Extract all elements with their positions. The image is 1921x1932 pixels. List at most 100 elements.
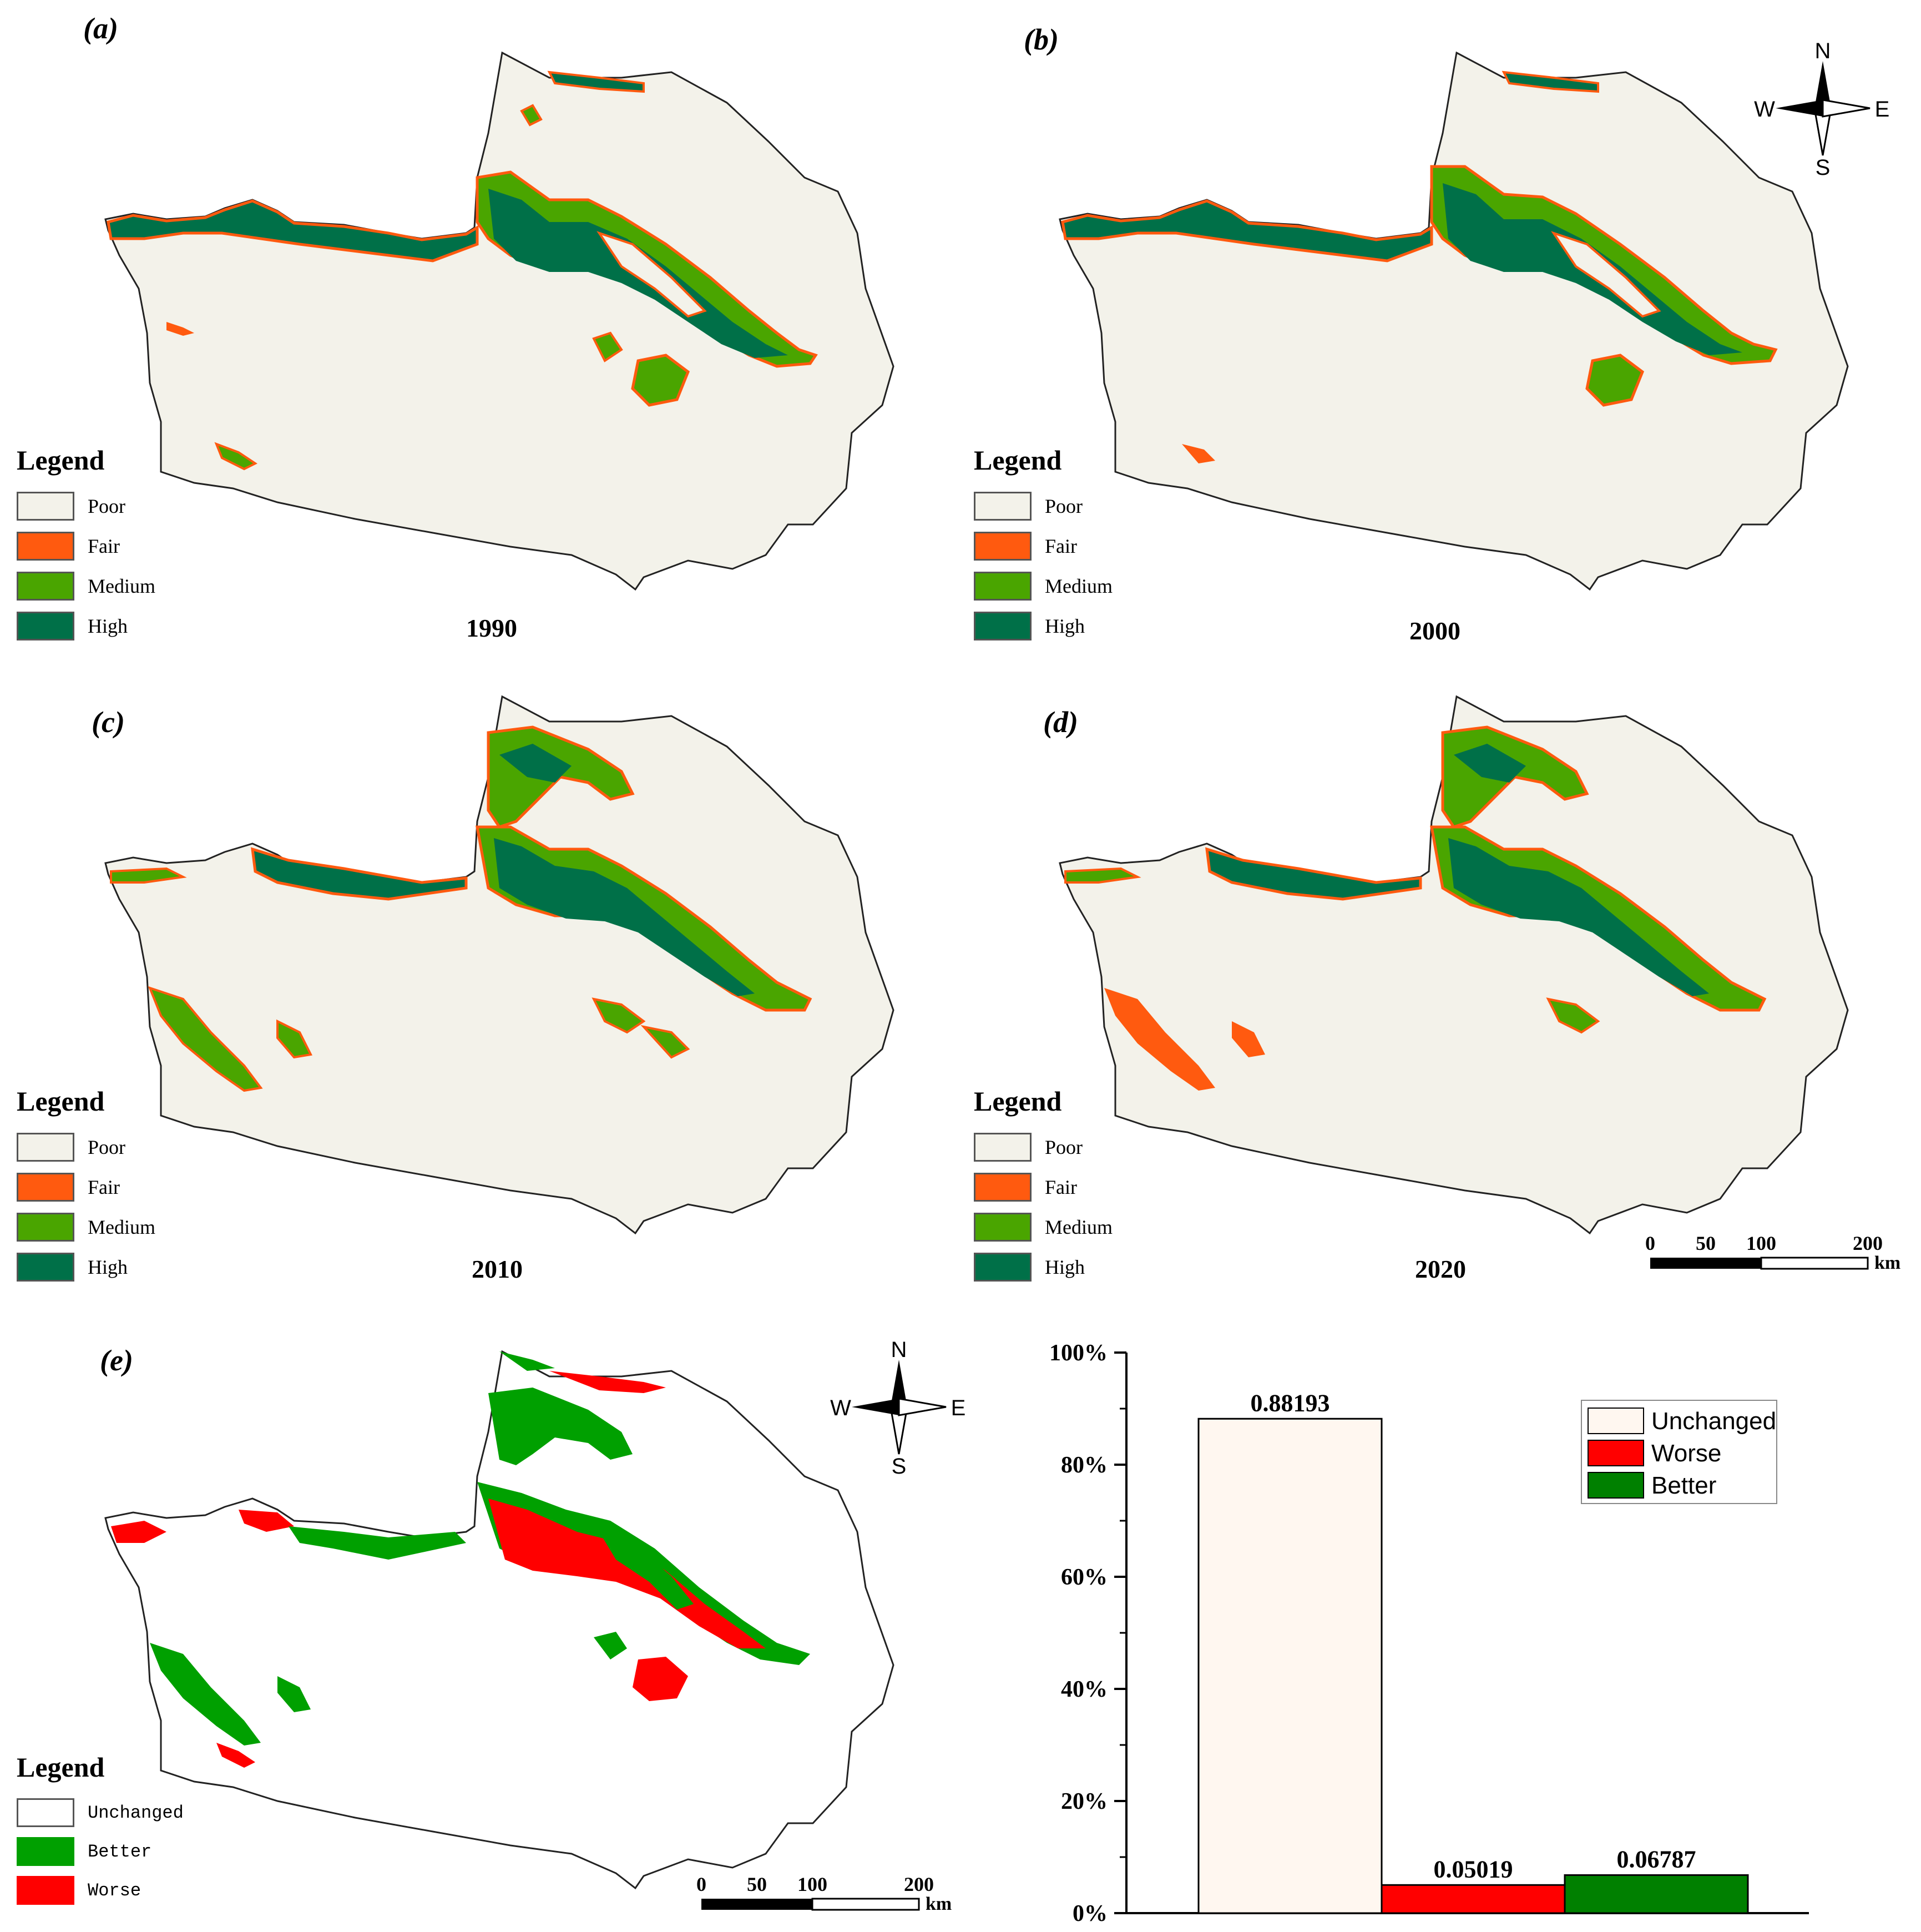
- worse-swatch: [17, 1876, 74, 1905]
- fair-swatch: [974, 1173, 1032, 1202]
- legend-item-poor: Poor: [1045, 495, 1083, 517]
- compass-n: N: [1815, 39, 1831, 63]
- y-tick-label: 80%: [1061, 1452, 1108, 1478]
- legend-item-medium: Medium: [88, 575, 155, 597]
- poor-swatch: [974, 1133, 1032, 1162]
- chart-legend-item: Better: [1651, 1472, 1716, 1499]
- legend-item-fair: Fair: [1045, 535, 1077, 557]
- legend-b: Legend Poor Fair Medium High: [974, 444, 1113, 646]
- poor-swatch: [974, 492, 1032, 521]
- scale-bar: 0 50 100 200 km: [1645, 1232, 1900, 1273]
- north-arrow-icon: N S W E: [1754, 39, 1890, 178]
- bar-value-label: 0.05019: [1434, 1855, 1513, 1883]
- legend-item-high: High: [88, 1256, 128, 1278]
- y-tick-label: 100%: [1049, 1340, 1108, 1366]
- legend-item-better: Better: [88, 1841, 152, 1862]
- legend-item-high: High: [88, 615, 128, 637]
- legend-item-fair: Fair: [1045, 1176, 1077, 1198]
- compass-e: E: [951, 1396, 966, 1420]
- legend-title: Legend: [17, 1086, 105, 1117]
- legend-e: Legend Unchanged Better Worse: [17, 1751, 184, 1910]
- year-label-a: 1990: [466, 614, 517, 642]
- legend-item-high: High: [1045, 615, 1085, 637]
- panel-label-e: (e): [100, 1344, 133, 1377]
- chart-legend-item: Unchanged: [1651, 1408, 1776, 1435]
- compass-s: S: [1816, 155, 1831, 178]
- compass-w: W: [1754, 97, 1775, 122]
- scale-unit: km: [926, 1894, 952, 1914]
- map-2000: [1059, 52, 1849, 591]
- legend-item-poor: Poor: [88, 495, 126, 517]
- poor-swatch: [17, 1133, 74, 1162]
- high-swatch: [17, 612, 74, 640]
- compass-w: W: [830, 1396, 851, 1420]
- compass-n: N: [891, 1338, 907, 1362]
- year-label-c: 2010: [472, 1255, 523, 1283]
- legend-title: Legend: [974, 445, 1062, 476]
- legend-item-high: High: [1045, 1256, 1085, 1278]
- legend-item-fair: Fair: [88, 1176, 120, 1198]
- unchanged-swatch: [17, 1798, 74, 1827]
- chart-legend-item: Worse: [1651, 1440, 1721, 1467]
- legend-item-poor: Poor: [88, 1136, 126, 1158]
- panel-label-a: (a): [83, 12, 118, 45]
- legend-c: Legend Poor Fair Medium High: [17, 1085, 155, 1287]
- scale-tick-200: 200: [904, 1873, 934, 1895]
- chart-legend-swatch: [1588, 1472, 1644, 1499]
- y-tick-label: 20%: [1061, 1789, 1108, 1814]
- high-swatch: [974, 1253, 1032, 1282]
- better-swatch: [17, 1837, 74, 1866]
- fair-swatch: [17, 1173, 74, 1202]
- legend-title: Legend: [974, 1086, 1062, 1117]
- legend-item-unchanged: Unchanged: [88, 1802, 184, 1823]
- compass-s: S: [892, 1454, 907, 1476]
- map-2020: [1059, 695, 1849, 1234]
- scale-tick-100: 100: [1746, 1232, 1776, 1254]
- chart-legend-swatch: [1588, 1440, 1644, 1466]
- legend-a: Legend Poor Fair Medium High: [17, 444, 155, 646]
- high-swatch: [974, 612, 1032, 640]
- poor-swatch: [17, 492, 74, 521]
- medium-swatch: [974, 1213, 1032, 1242]
- chart-legend-swatch: [1588, 1408, 1644, 1434]
- change-map: [104, 1350, 894, 1889]
- medium-swatch: [974, 572, 1032, 601]
- panel-label-c: (c): [92, 705, 125, 739]
- legend-item-poor: Poor: [1045, 1136, 1083, 1158]
- bar-unchanged: [1197, 1418, 1383, 1914]
- scale-tick-50: 50: [1696, 1232, 1716, 1254]
- north-arrow-icon: N S W E: [830, 1338, 966, 1476]
- bar-value-label: 0.06787: [1617, 1845, 1696, 1873]
- fair-swatch: [17, 532, 74, 561]
- medium-swatch: [17, 1213, 74, 1242]
- map-2010: [104, 695, 894, 1234]
- legend-item-worse: Worse: [88, 1880, 141, 1901]
- scale-unit: km: [1874, 1253, 1900, 1273]
- scale-tick-50: 50: [747, 1873, 767, 1895]
- legend-item-medium: Medium: [1045, 575, 1113, 597]
- panel-label-d: (d): [1043, 705, 1078, 739]
- compass-e: E: [1875, 97, 1890, 122]
- map-1990: [104, 52, 894, 591]
- scale-tick-100: 100: [797, 1873, 827, 1895]
- y-tick-label: 40%: [1061, 1677, 1108, 1702]
- high-swatch: [17, 1253, 74, 1282]
- scale-bar: 0 50 100 200 km: [696, 1873, 952, 1914]
- bar-better: [1564, 1874, 1749, 1914]
- legend-title: Legend: [17, 1752, 105, 1783]
- legend-item-medium: Medium: [1045, 1216, 1113, 1238]
- scale-tick-0: 0: [696, 1873, 706, 1895]
- year-label-b: 2000: [1409, 617, 1460, 645]
- bar-worse: [1381, 1884, 1566, 1914]
- y-tick-label: 60%: [1061, 1565, 1108, 1590]
- chart-legend-box: [1581, 1400, 1777, 1504]
- legend-d: Legend Poor Fair Medium High: [974, 1085, 1113, 1287]
- panel-label-b: (b): [1024, 23, 1059, 56]
- fair-swatch: [974, 532, 1032, 561]
- year-label-d: 2020: [1415, 1255, 1466, 1283]
- legend-item-medium: Medium: [88, 1216, 155, 1238]
- y-tick-label: 0%: [1073, 1901, 1108, 1926]
- scale-tick-0: 0: [1645, 1232, 1655, 1254]
- scale-tick-200: 200: [1853, 1232, 1883, 1254]
- legend-item-fair: Fair: [88, 535, 120, 557]
